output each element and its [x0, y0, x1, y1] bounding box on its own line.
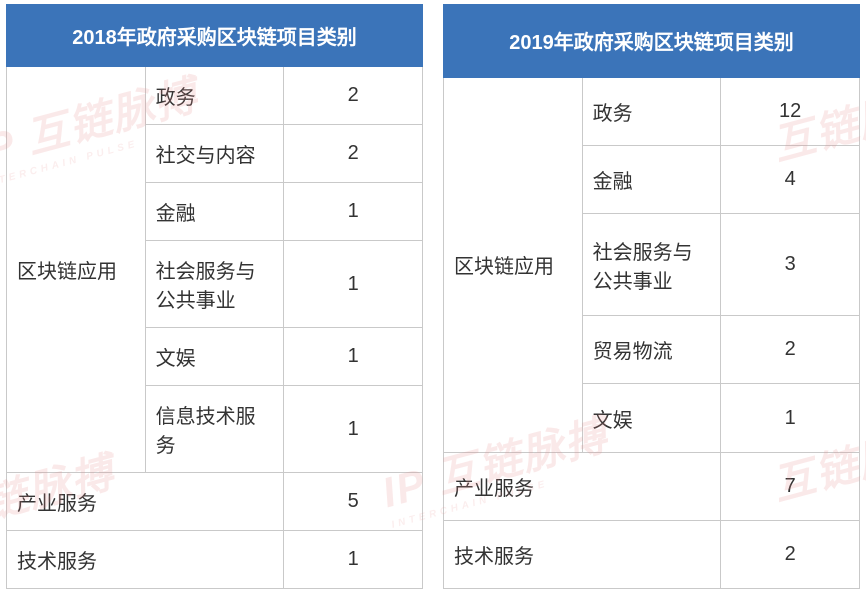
table-2019-row-label: 社会服务与公共事业	[582, 214, 721, 316]
table-2018-group-label: 区块链应用	[7, 67, 146, 473]
table-2018-flat-value: 1	[284, 531, 423, 589]
table-2018-flat-value: 5	[284, 473, 423, 531]
tables-container: 2018年政府采购区块链项目类别 区块链应用 政务 2 社交与内容 2 金融 1…	[0, 0, 866, 593]
table-2019-row-value: 12	[721, 77, 860, 145]
table-2019-flat-label: 技术服务	[444, 520, 721, 588]
table-2019-flat-value: 7	[721, 452, 860, 520]
table-2019-row-label: 金融	[582, 145, 721, 213]
table-2018-row-value: 1	[284, 241, 423, 328]
table-2019-flat-value: 2	[721, 520, 860, 588]
table-2019-row-value: 3	[721, 214, 860, 316]
table-2018-row-value: 2	[284, 125, 423, 183]
table-2018-title: 2018年政府采购区块链项目类别	[7, 5, 423, 67]
table-2019-flat-label: 产业服务	[444, 452, 721, 520]
table-2018-row-label: 政务	[145, 67, 284, 125]
table-2019-row-value: 1	[721, 384, 860, 452]
table-2019: 2019年政府采购区块链项目类别 区块链应用 政务 12 金融 4 社会服务与公…	[443, 4, 860, 589]
table-2019-row-label: 贸易物流	[582, 316, 721, 384]
table-2018-row-label: 金融	[145, 183, 284, 241]
table-2018-flat-label: 产业服务	[7, 473, 284, 531]
table-2019-row-label: 文娱	[582, 384, 721, 452]
table-2018-row-label: 信息技术服务	[145, 386, 284, 473]
table-2018-row-label: 社会服务与公共事业	[145, 241, 284, 328]
table-2019-row-value: 4	[721, 145, 860, 213]
table-2018: 2018年政府采购区块链项目类别 区块链应用 政务 2 社交与内容 2 金融 1…	[6, 4, 423, 589]
table-2018-row-value: 1	[284, 183, 423, 241]
table-2019-row-value: 2	[721, 316, 860, 384]
table-2019-group-label: 区块链应用	[444, 77, 583, 452]
table-2018-row-value: 1	[284, 328, 423, 386]
table-2019-row-label: 政务	[582, 77, 721, 145]
table-2018-row-label: 文娱	[145, 328, 284, 386]
table-2018-flat-label: 技术服务	[7, 531, 284, 589]
table-2019-title: 2019年政府采购区块链项目类别	[444, 5, 860, 78]
table-2018-row-value: 2	[284, 67, 423, 125]
table-2018-row-label: 社交与内容	[145, 125, 284, 183]
table-2018-row-value: 1	[284, 386, 423, 473]
